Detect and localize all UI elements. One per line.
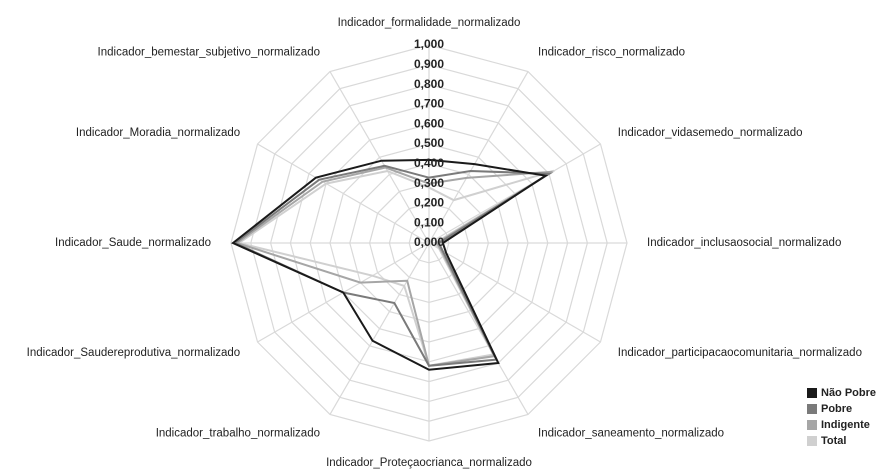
legend-swatch bbox=[807, 420, 817, 430]
axis-label: Indicador_vidasemedo_normalizado bbox=[618, 127, 803, 139]
axis-label: Indicador_inclusaosocial_normalizado bbox=[647, 237, 841, 249]
tick-label: 0,000 bbox=[414, 235, 444, 249]
axis-label: Indicador_saneamento_normalizado bbox=[538, 428, 724, 440]
axis-label: Indicador_trabalho_normalizado bbox=[156, 428, 320, 440]
axis-label: Indicador_Proteçaocrianca_normalizado bbox=[326, 457, 532, 469]
legend-swatch bbox=[807, 436, 817, 446]
axis-label: Indicador_Saudereprodutiva_normalizado bbox=[27, 347, 241, 359]
legend-swatch bbox=[807, 404, 817, 414]
tick-label: 0,100 bbox=[414, 215, 444, 229]
spoke bbox=[428, 242, 601, 343]
spoke bbox=[257, 143, 430, 244]
tick-label: 0,500 bbox=[414, 136, 444, 150]
tick-label: 1,000 bbox=[414, 37, 444, 51]
axis-label: Indicador_participacaocomunitaria_normal… bbox=[618, 347, 862, 359]
spoke bbox=[428, 71, 529, 244]
legend-label: Indigente bbox=[821, 419, 870, 431]
tick-label: 0,400 bbox=[414, 156, 444, 170]
series-line bbox=[233, 164, 553, 367]
axis-label: Indicador_formalidade_normalizado bbox=[338, 17, 521, 29]
series-line bbox=[231, 158, 549, 371]
legend-label: Pobre bbox=[821, 403, 852, 415]
tick-label: 0,800 bbox=[414, 77, 444, 91]
legend-label: Não Pobre bbox=[821, 387, 876, 399]
axis-label: Indicador_risco_normalizado bbox=[538, 47, 685, 59]
legend-label: Total bbox=[821, 435, 846, 447]
axis-label: Indicador_Saude_normalizado bbox=[55, 237, 211, 249]
spoke bbox=[329, 71, 430, 244]
tick-label: 0,200 bbox=[414, 196, 444, 210]
tick-label: 0,700 bbox=[414, 97, 444, 111]
axis-label: Indicador_bemestar_subjetivo_normalizado bbox=[98, 47, 320, 59]
tick-label: 0,300 bbox=[414, 176, 444, 190]
spoke bbox=[329, 242, 430, 415]
spoke bbox=[428, 242, 529, 415]
tick-label: 0,600 bbox=[414, 116, 444, 130]
tick-label: 0,900 bbox=[414, 57, 444, 71]
axis-label: Indicador_Moradia_normalizado bbox=[76, 127, 240, 139]
legend-swatch bbox=[807, 388, 817, 398]
